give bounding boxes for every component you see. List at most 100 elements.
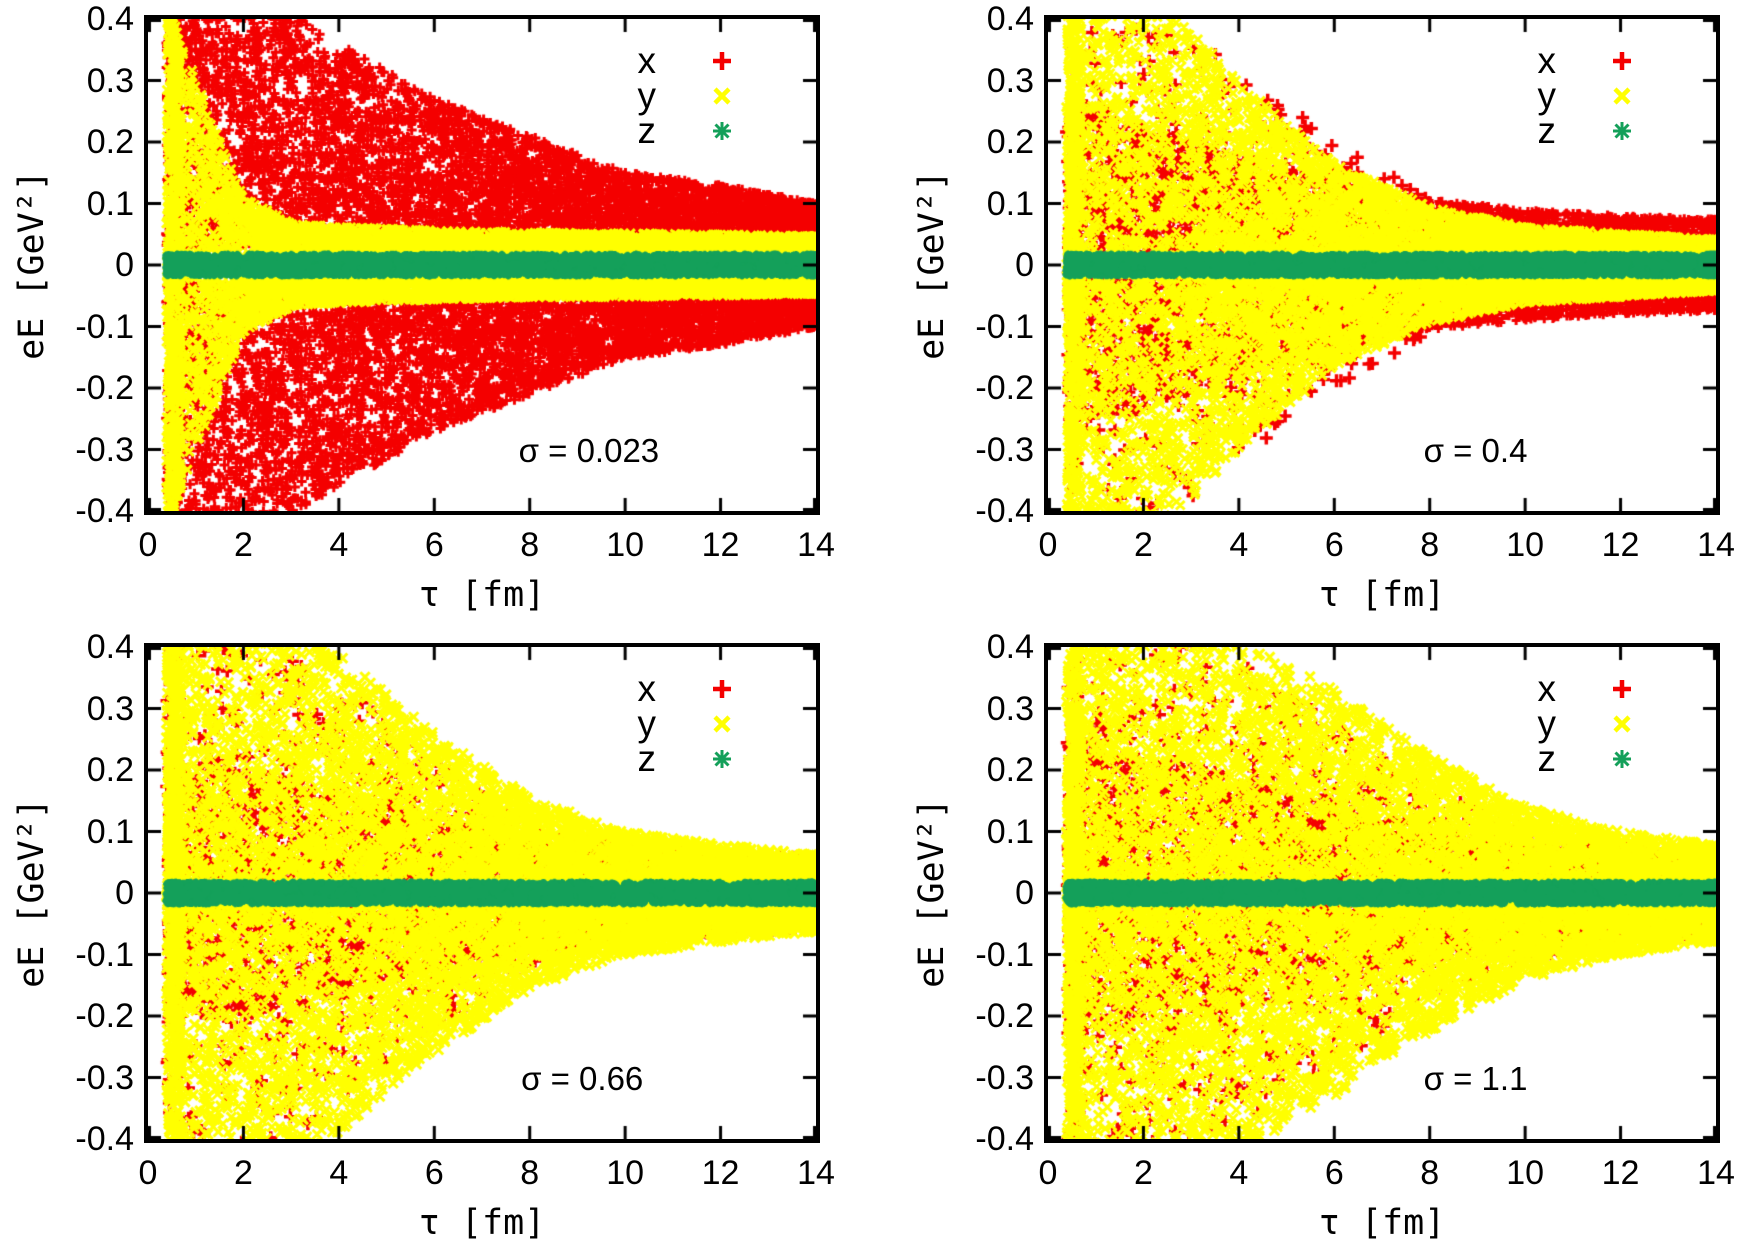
x-tick-label: 0 <box>1038 1154 1058 1192</box>
legend-label-y: y <box>637 703 657 744</box>
legend-label-z: z <box>1537 738 1557 779</box>
x-tick-label: 10 <box>1506 1154 1545 1192</box>
y-tick-label: -0.4 <box>975 492 1034 530</box>
x-tick-label: 12 <box>701 1154 740 1192</box>
x-tick-label: 10 <box>1506 526 1545 564</box>
x-axis-title: τ [fm] <box>418 575 546 615</box>
x-axis-title: τ [fm] <box>418 1203 546 1243</box>
y-tick-label: 0.3 <box>86 61 134 100</box>
y-tick-label: -0.2 <box>75 997 134 1035</box>
scatter-canvas <box>1048 19 1716 511</box>
y-tick-label: -0.2 <box>75 369 134 407</box>
y-tick-label: 0 <box>115 874 134 912</box>
legend-label-z: z <box>637 738 657 779</box>
y-tick-label: 0.4 <box>86 0 134 38</box>
x-axis-title: τ [fm] <box>1318 1203 1446 1243</box>
x-tick-label: 8 <box>520 1154 540 1192</box>
scatter-canvas <box>148 647 816 1139</box>
sigma-annotation: σ = 0.023 <box>518 431 660 469</box>
legend-label-y: y <box>1537 75 1557 116</box>
x-tick-label: 0 <box>138 526 158 564</box>
y-tick-label: 0 <box>1015 874 1034 912</box>
subplot-4: x y z σ = 1.1 eE [GeV²] τ [fm] 0.4 0.3 0.2… <box>912 628 1735 1243</box>
y-tick-label: 0.2 <box>986 751 1034 789</box>
y-tick-label: -0.3 <box>75 1058 134 1097</box>
y-tick-label: 0.2 <box>86 123 134 161</box>
x-tick-label: 8 <box>520 526 540 564</box>
x-tick-label: 0 <box>138 1154 158 1192</box>
scatter-canvas <box>148 19 816 511</box>
plus-marker-icon <box>1613 680 1631 698</box>
x-tick-label: 4 <box>329 526 349 564</box>
legend-label-x: x <box>637 40 657 81</box>
legend-label-y: y <box>637 75 657 116</box>
legend-label-x: x <box>1537 668 1557 709</box>
x-tick-label: 14 <box>1697 526 1735 564</box>
y-tick-label: 0.4 <box>86 628 134 666</box>
subplot-3: x y z σ = 0.66 eE [GeV²] τ [fm] 0.4 0.3 0.… <box>12 628 835 1243</box>
star-marker-icon <box>1613 122 1631 140</box>
y-tick-label: -0.3 <box>975 430 1034 469</box>
x-tick-label: 6 <box>424 526 444 564</box>
x-tick-label: 14 <box>797 526 835 564</box>
x-tick-label: 10 <box>606 526 645 564</box>
x-tick-label: 12 <box>701 526 740 564</box>
y-tick-label: 0.1 <box>986 184 1034 223</box>
x-tick-label: 2 <box>1133 1154 1153 1192</box>
x-tick-label: 4 <box>329 1154 349 1192</box>
y-tick-label: 0.3 <box>986 61 1034 100</box>
cross-marker-icon <box>1613 715 1631 733</box>
y-tick-label: -0.1 <box>975 935 1034 974</box>
x-tick-label: 0 <box>1038 526 1058 564</box>
y-tick-label: 0.1 <box>986 812 1034 851</box>
y-tick-label: -0.2 <box>975 369 1034 407</box>
star-marker-icon <box>713 122 731 140</box>
y-tick-label: -0.4 <box>75 492 134 530</box>
x-tick-label: 14 <box>1697 1154 1735 1192</box>
y-tick-label: -0.3 <box>975 1058 1034 1097</box>
sigma-annotation: σ = 1.1 <box>1423 1059 1528 1097</box>
x-tick-label: 12 <box>1601 1154 1640 1192</box>
y-tick-label: -0.1 <box>75 935 134 974</box>
y-tick-label: 0.4 <box>986 628 1034 666</box>
y-tick-label: -0.1 <box>75 307 134 346</box>
y-tick-label: 0.2 <box>86 751 134 789</box>
y-tick-label: -0.1 <box>975 307 1034 346</box>
scatter-canvas <box>1048 647 1716 1139</box>
star-marker-icon <box>1613 750 1631 768</box>
x-tick-label: 4 <box>1229 526 1249 564</box>
plus-marker-icon <box>1613 52 1631 70</box>
x-tick-label: 8 <box>1420 526 1440 564</box>
subplot-1: x y z σ = 0.023 eE [GeV²] τ [fm] 0.4 0.3 0… <box>12 0 835 615</box>
legend-label-z: z <box>637 110 657 151</box>
sigma-annotation: σ = 0.66 <box>521 1059 644 1097</box>
x-tick-label: 4 <box>1229 1154 1249 1192</box>
legend-label-z: z <box>1537 110 1557 151</box>
y-tick-label: 0.2 <box>986 123 1034 161</box>
legend-label-y: y <box>1537 703 1557 744</box>
x-tick-label: 10 <box>606 1154 645 1192</box>
star-marker-icon <box>713 750 731 768</box>
legend-label-x: x <box>637 668 657 709</box>
cross-marker-icon <box>713 715 731 733</box>
cross-marker-icon <box>713 87 731 105</box>
x-tick-label: 6 <box>1324 1154 1344 1192</box>
y-tick-label: 0 <box>1015 246 1034 284</box>
x-tick-label: 12 <box>1601 526 1640 564</box>
x-tick-label: 8 <box>1420 1154 1440 1192</box>
x-tick-label: 6 <box>424 1154 444 1192</box>
x-tick-label: 2 <box>233 1154 253 1192</box>
x-tick-label: 14 <box>797 1154 835 1192</box>
x-tick-label: 6 <box>1324 526 1344 564</box>
y-tick-label: -0.2 <box>975 997 1034 1035</box>
cross-marker-icon <box>1613 87 1631 105</box>
plus-marker-icon <box>713 52 731 70</box>
y-tick-label: 0.3 <box>986 689 1034 728</box>
y-tick-label: 0.3 <box>86 689 134 728</box>
y-tick-label: 0 <box>115 246 134 284</box>
x-tick-label: 2 <box>233 526 253 564</box>
plus-marker-icon <box>713 680 731 698</box>
subplot-2: x y z σ = 0.4 eE [GeV²] τ [fm] 0.4 0.3 0.2… <box>912 0 1735 615</box>
y-tick-label: -0.4 <box>75 1120 134 1158</box>
